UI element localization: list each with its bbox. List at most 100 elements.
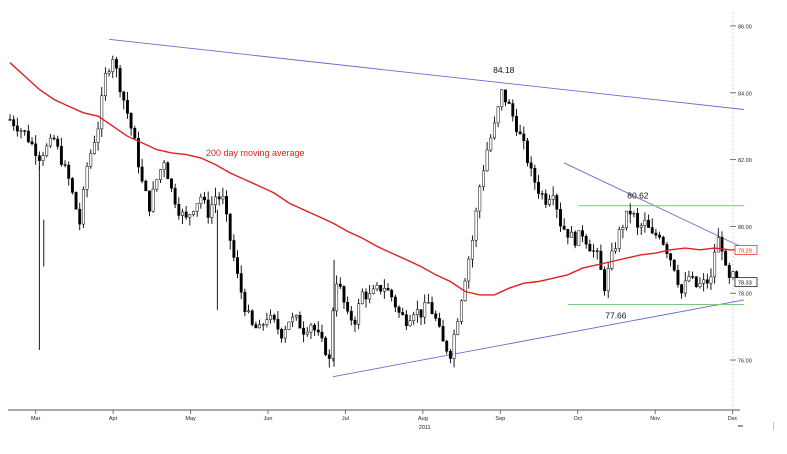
price-tag-box [734,245,758,255]
price-candle [320,331,324,339]
price-candle [173,187,177,205]
price-candle [687,276,691,282]
price-candle [643,219,647,226]
price-candle [716,237,720,253]
price-candle [599,250,603,270]
price-candle [188,214,192,218]
price-candle [504,89,507,103]
price-candle [67,164,71,179]
price-candle [346,301,350,312]
price-candle [588,243,592,252]
trendline-lower-support [332,299,745,378]
price-candle [720,237,724,252]
price-candle [89,153,93,167]
price-candle [650,227,654,234]
price-candle [52,137,56,140]
price-candle [610,250,614,269]
price-candle [680,284,684,294]
moving-average-layer [9,62,739,296]
price-candle [559,209,562,227]
price-candle [731,271,735,278]
price-candle [393,296,397,308]
price-candle [735,271,739,278]
price-candle [316,329,320,333]
price-candle [404,314,408,327]
price-candle [217,196,221,200]
y-tick-label: 84.00 [738,91,752,97]
price-candle [397,306,401,313]
price-candle [272,314,276,320]
price-candle [456,321,460,335]
price-candle [606,268,610,292]
annotation-label: 84.18 [493,65,515,75]
price-candle [129,113,133,129]
price-candle [658,234,662,238]
price-candle [566,229,570,238]
x-tick-label: Apr [109,416,118,422]
price-candle [698,282,702,287]
y-tick-label: 86.00 [738,25,752,31]
price-candle [78,208,82,225]
price-candle [118,68,122,93]
price-candle [500,89,504,108]
price-candle [269,314,273,320]
y-tick-label: 80.00 [738,225,752,231]
price-candle [702,279,706,284]
price-candle [496,106,500,124]
price-candle [92,142,96,154]
price-candle [614,248,617,252]
price-candle [206,199,210,218]
y-tick-label: 78.00 [738,292,752,298]
x-tick-label: Sep [495,416,505,422]
price-candle [159,169,162,180]
price-candle [81,189,85,225]
price-candle [661,236,665,245]
price-candle [181,211,184,216]
price-candle [349,310,353,321]
price-candle [63,164,67,166]
price-candle [59,146,63,165]
moving-average-line [9,62,739,296]
price-candle [364,291,368,300]
price-candle [625,210,629,228]
price-candle [691,276,695,278]
annotation-label: 77.66 [605,311,627,321]
price-candle [298,314,302,329]
price-candle [151,188,155,212]
price-candle [415,309,419,315]
price-candle [19,130,23,132]
price-candle [30,141,34,145]
price-candle [357,303,361,325]
price-candle [709,276,713,284]
price-series [8,55,739,368]
price-candle [133,127,137,139]
price-candle [70,178,74,193]
price-candle [327,354,331,359]
price-candle [177,204,181,216]
y-tick-label: 82.00 [738,158,752,164]
price-candle [335,283,339,312]
price-candle [647,219,651,228]
price-candle [518,131,522,135]
price-candle [48,137,52,147]
price-candle [276,319,280,330]
x-tick-label: Jul [342,416,349,422]
price-candle [628,210,632,215]
price-candle [665,244,669,254]
price-candle [166,162,170,180]
price-candle [111,59,115,72]
price-candle [210,204,214,218]
price-candle [474,210,478,241]
price-candle [705,279,709,284]
price-tag-box [734,277,758,288]
price-candle [232,240,236,258]
price-candle [247,310,251,313]
y-tick-label: 76.00 [738,359,752,365]
price-candle [489,137,493,151]
price-candle [228,213,232,241]
price-candle [522,133,526,142]
price-candle [371,288,375,294]
price-candle [382,288,386,292]
price-candle [445,340,449,352]
price-candle [478,186,482,212]
